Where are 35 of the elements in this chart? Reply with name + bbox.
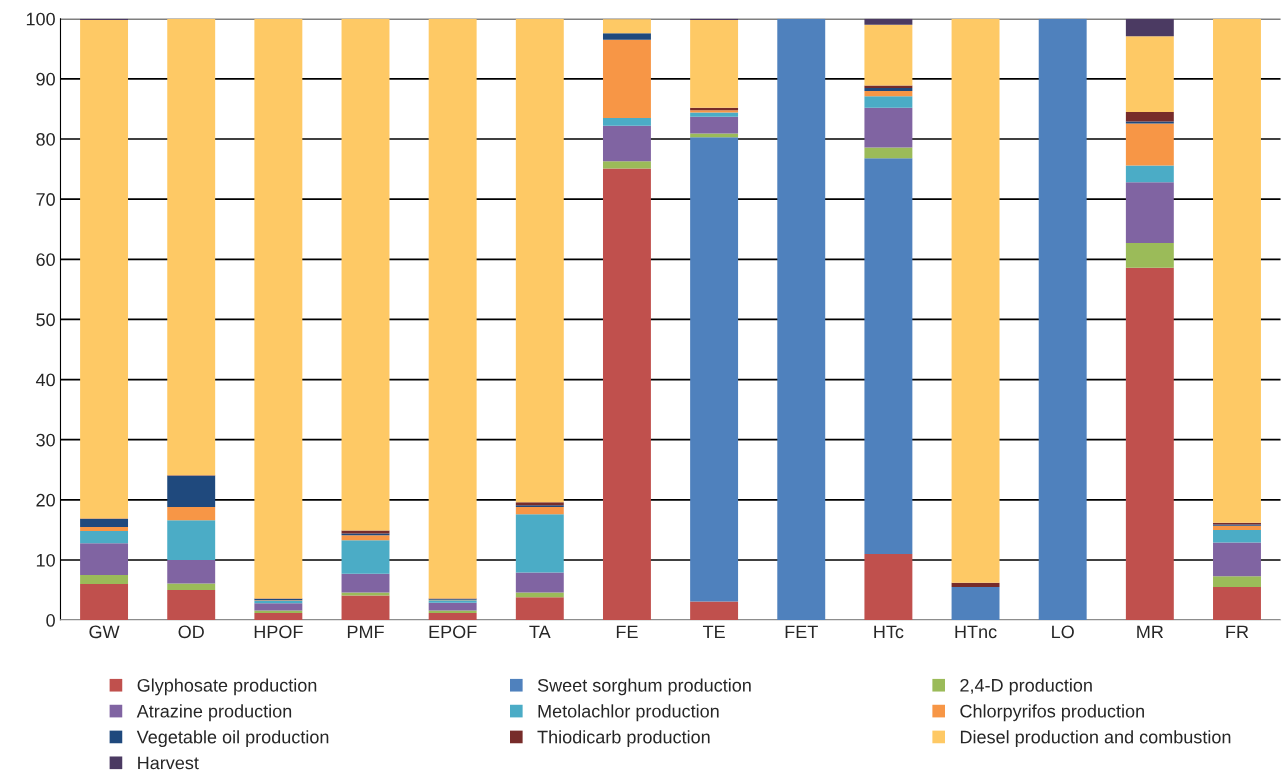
legend-label: Thiodicarb production [537, 730, 710, 748]
legend-label: Atrazine production [136, 704, 292, 722]
x-tick-label: GW [89, 625, 120, 639]
legend-label: Vegetable oil production [136, 730, 329, 748]
legend-label: Glyphosate production [137, 678, 317, 696]
legend-label: Diesel production and combustion [960, 730, 1231, 748]
y-tick-label: 60 [36, 253, 55, 267]
x-tick-label: TA [529, 625, 551, 639]
y-tick-label: 100 [26, 12, 55, 26]
y-tick-label: 20 [36, 493, 55, 507]
x-tick-label: FE [616, 625, 638, 639]
x-tick-label: OD [178, 625, 204, 639]
y-tick-label: 40 [35, 373, 55, 387]
x-tick-label: HPOF [254, 625, 303, 639]
legend-label: Chlorpyrifos production [960, 704, 1144, 722]
legend-label: 2,4-D production [960, 678, 1092, 696]
y-tick-label: 80 [36, 132, 55, 146]
y-tick-label: 50 [36, 313, 55, 327]
y-tick-label: 30 [36, 433, 55, 447]
legend-label: Sweet sorghum production [537, 678, 751, 696]
y-tick-label: 90 [36, 72, 55, 86]
x-tick-label: LO [1052, 625, 1074, 639]
y-tick-label: 0 [46, 614, 55, 627]
x-tick-label: EPOF [429, 625, 477, 639]
x-tick-label: MR [1137, 625, 1164, 639]
legend-label: Harvest [138, 756, 199, 770]
y-tick-label: 10 [36, 553, 55, 567]
x-tick-label: FR [1226, 625, 1249, 639]
x-tick-label: HTc [874, 625, 904, 639]
x-tick-label: PMF [347, 625, 384, 639]
x-tick-label: FET [785, 625, 818, 639]
x-tick-label: TE [702, 625, 725, 639]
x-tick-label: HTnc [955, 625, 997, 639]
y-tick-label: 70 [36, 193, 55, 206]
legend-label: Metolachlor production [538, 704, 719, 722]
